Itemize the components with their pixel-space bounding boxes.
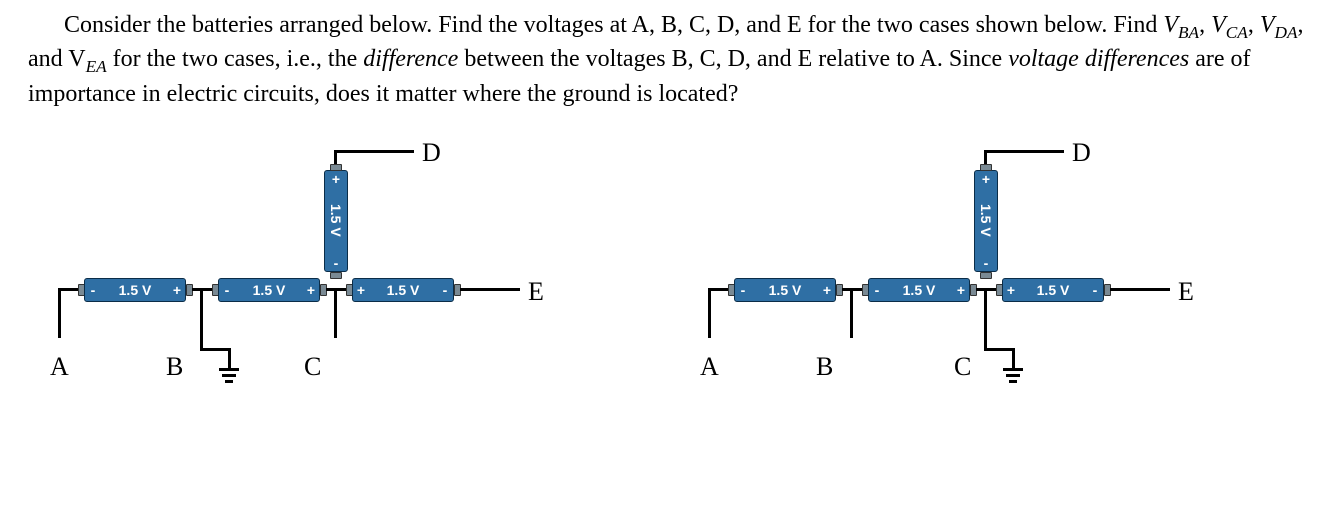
wire — [58, 288, 61, 338]
plus-sign: + — [953, 281, 969, 299]
battery-2: - 1.5 V + — [868, 278, 970, 302]
problem-text: Consider the batteries arranged below. F… — [28, 10, 1310, 110]
circuit-case-2: A - 1.5 V + B - 1.5 V + C + 1.5 V — [698, 140, 1228, 420]
plus-sign: + — [169, 281, 185, 299]
difference-word: difference — [363, 46, 458, 72]
node-a: A — [700, 350, 719, 384]
battery-3: + 1.5 V - — [1002, 278, 1104, 302]
vca-v: V — [1211, 12, 1226, 38]
node-c: C — [954, 350, 971, 384]
battery-value: 1.5 V — [885, 281, 953, 299]
plus-sign: + — [982, 171, 990, 187]
c1: , — [1199, 12, 1211, 38]
node-e: E — [528, 275, 544, 309]
wire — [200, 288, 203, 348]
battery-terminal — [330, 272, 342, 279]
battery-value: 1.5 V — [101, 281, 169, 299]
minus-sign: - — [85, 281, 101, 299]
minus-sign: - — [735, 281, 751, 299]
diagrams-container: A - 1.5 V + B - 1.5 V + C — [48, 140, 1310, 420]
plus-sign: + — [332, 171, 340, 187]
minus-sign: - — [869, 281, 885, 299]
c2: , — [1248, 12, 1260, 38]
vda-sub: DA — [1275, 23, 1298, 42]
and: and — [28, 46, 68, 72]
battery-vertical: + 1.5 V - — [974, 170, 998, 272]
minus-sign: - — [984, 255, 989, 271]
minus-sign: - — [219, 281, 235, 299]
wire — [850, 288, 853, 338]
battery-vertical: + 1.5 V - — [324, 170, 348, 272]
node-d: D — [1072, 136, 1091, 170]
text-line2c: between the — [458, 46, 579, 72]
wire — [1012, 348, 1015, 368]
plus-sign: + — [353, 281, 369, 299]
wire — [984, 150, 1064, 153]
wire — [334, 150, 414, 153]
minus-sign: - — [1087, 281, 1103, 299]
problem-paragraph: Consider the batteries arranged below. F… — [28, 10, 1310, 110]
wire — [708, 288, 711, 338]
wire — [460, 288, 520, 291]
battery-terminal — [330, 164, 342, 171]
vea-v: V — [68, 46, 85, 72]
plus-sign: + — [819, 281, 835, 299]
wire — [984, 288, 987, 348]
wire — [984, 348, 1014, 351]
text-line3a: voltages B, C, D, and E relative to A. S… — [586, 46, 1009, 72]
minus-sign: - — [334, 255, 339, 271]
wire — [334, 288, 337, 338]
vca-sub: CA — [1226, 23, 1248, 42]
battery-value: 1.5 V — [751, 281, 819, 299]
wire — [200, 348, 230, 351]
battery-terminal — [980, 272, 992, 279]
node-e: E — [1178, 275, 1194, 309]
wire — [58, 288, 78, 291]
battery-3: + 1.5 V - — [352, 278, 454, 302]
text-line2a: shown below. Find — [976, 12, 1164, 38]
vda-v: V — [1260, 12, 1275, 38]
battery-value: 1.5 V — [1019, 281, 1087, 299]
voltage-diff-word: voltage differences — [1008, 46, 1189, 72]
plus-sign: + — [303, 281, 319, 299]
vba-v: V — [1163, 12, 1178, 38]
minus-sign: - — [437, 281, 453, 299]
battery-1: - 1.5 V + — [84, 278, 186, 302]
battery-value: 1.5 V — [977, 187, 995, 255]
node-b: B — [166, 350, 183, 384]
battery-value: 1.5 V — [327, 187, 345, 255]
wire — [708, 288, 728, 291]
vba-sub: BA — [1178, 23, 1199, 42]
text-line2b: for the two cases, i.e., the — [107, 46, 364, 72]
circuit-case-1: A - 1.5 V + B - 1.5 V + C — [48, 140, 578, 420]
plus-sign: + — [1003, 281, 1019, 299]
wire — [228, 348, 231, 368]
battery-value: 1.5 V — [235, 281, 303, 299]
battery-value: 1.5 V — [369, 281, 437, 299]
node-c: C — [304, 350, 321, 384]
node-d: D — [422, 136, 441, 170]
vea-sub: EA — [86, 57, 107, 76]
battery-2: - 1.5 V + — [218, 278, 320, 302]
text-line4: circuits, does it matter where the groun… — [243, 81, 738, 107]
battery-1: - 1.5 V + — [734, 278, 836, 302]
node-b: B — [816, 350, 833, 384]
text-line1: Consider the batteries arranged below. F… — [64, 12, 970, 38]
wire — [1110, 288, 1170, 291]
node-a: A — [50, 350, 69, 384]
battery-terminal — [980, 164, 992, 171]
